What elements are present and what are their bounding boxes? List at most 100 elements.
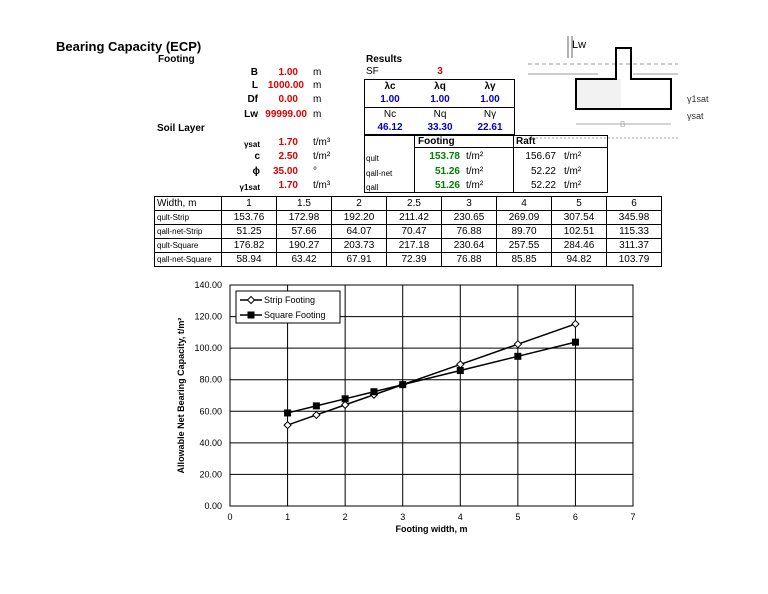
result-unit: t/m²: [564, 166, 582, 177]
legend-marker: [247, 311, 255, 319]
data-point: [571, 319, 580, 329]
table-cell: 63.42: [276, 252, 332, 267]
result-raft-value: 52.22: [530, 166, 556, 177]
factors-divider: [364, 107, 515, 108]
width-cell: 3: [441, 196, 497, 211]
data-point: [571, 338, 579, 346]
data-point: [370, 388, 378, 396]
soil-unit: t/m³: [313, 180, 331, 191]
legend-label: Strip Footing: [264, 295, 315, 305]
y-tick-label: 100.00: [194, 343, 222, 353]
footing-section-label: Footing: [158, 54, 195, 65]
lambda-c-value: 1.00: [380, 94, 400, 105]
table-cell: 211.42: [386, 210, 442, 225]
bearing-capacity-chart: 0 1 2 3 4 5 6 7 0.00 20.00 40.00 60.00 80.00 100.00 1…: [176, 280, 636, 534]
data-point: [312, 402, 320, 410]
series-line: [287, 341, 576, 414]
x-axis-label: Footing width, m: [396, 524, 468, 534]
table-cell: 190.27: [276, 238, 332, 253]
footing-hatch: [576, 79, 621, 109]
data-point: [283, 420, 292, 430]
ngamma-value: 22.61: [477, 122, 503, 133]
row-label: qall-net-Strip: [154, 224, 222, 239]
input-unit: m: [313, 109, 322, 120]
b-label: B: [620, 120, 625, 129]
legend-label: Square Footing: [264, 310, 326, 320]
row-label: qult-Strip: [154, 210, 222, 225]
data-point: [514, 352, 522, 360]
table-cell: 115.33: [606, 224, 662, 239]
x-tick-label: 5: [515, 512, 520, 522]
table-cell: 192.20: [331, 210, 387, 225]
data-point: [341, 395, 349, 403]
data-point: [284, 409, 292, 417]
input-symbol: B: [250, 67, 258, 78]
soil-unit: °: [313, 166, 317, 177]
y-axis-ticks: 0.00 20.00 40.00 60.00 80.00 100.00 120.00 140.…: [194, 280, 222, 511]
table-cell: 70.47: [386, 224, 442, 239]
sf-label: SF: [366, 66, 379, 77]
soil-unit: t/m³: [313, 137, 331, 148]
lw-label: Lw: [572, 39, 586, 51]
lambda-gamma-label: λγ: [484, 81, 496, 92]
data-point: [340, 400, 350, 410]
table-cell: 284.46: [551, 238, 607, 253]
input-value[interactable]: 0.00: [278, 94, 298, 105]
nq-label: Nq: [433, 109, 447, 120]
x-tick-label: 1: [285, 512, 290, 522]
table-cell: 230.64: [441, 238, 497, 253]
table-cell: 307.54: [551, 210, 607, 225]
table-row: Width, m 1 1.5 2 2.5 3 4 5 6: [154, 196, 662, 211]
soil-symbol: c: [254, 151, 260, 162]
result-row-label: qult: [366, 154, 379, 163]
chart-series: [283, 319, 580, 430]
soil-value[interactable]: 1.70: [278, 180, 298, 191]
table-cell: 176.82: [221, 238, 277, 253]
width-cell: 2: [331, 196, 387, 211]
x-tick-label: 2: [343, 512, 348, 522]
table-cell: 89.70: [496, 224, 552, 239]
result-row-label: qall-net: [366, 169, 393, 178]
soil-layer-label: Soil Layer: [157, 123, 205, 134]
input-value[interactable]: 99999.00: [265, 109, 307, 120]
input-value[interactable]: 1000.00: [267, 80, 304, 91]
y-tick-label: 120.00: [194, 312, 222, 322]
soil-value[interactable]: 35.00: [272, 166, 298, 177]
soil-value[interactable]: 1.70: [278, 137, 298, 148]
table-row: qall-net-Square 58.94 63.42 67.91 72.39 …: [154, 252, 662, 267]
input-value[interactable]: 1.00: [278, 67, 298, 78]
table-cell: 94.82: [551, 252, 607, 267]
y-tick-label: 80.00: [199, 375, 222, 385]
x-axis-ticks: 0 1 2 3 4 5 6 7: [227, 512, 635, 522]
footing-header: Footing: [418, 136, 455, 147]
lambda-c-label: λc: [384, 81, 396, 92]
table-row: qult-Strip 153.76 172.98 192.20 211.42 2…: [154, 210, 662, 225]
x-tick-label: 6: [573, 512, 578, 522]
result-raft-value: 52.22: [530, 180, 556, 191]
lambda-gamma-value: 1.00: [480, 94, 500, 105]
results-header-line: [414, 147, 608, 148]
table-cell: 230.65: [441, 210, 497, 225]
table-cell: 72.39: [386, 252, 442, 267]
width-cell: 4: [496, 196, 552, 211]
nq-value: 33.30: [427, 122, 453, 133]
y-tick-label: 60.00: [199, 406, 222, 416]
soil-symbol: ϕ: [252, 166, 261, 177]
footing-outline: [575, 47, 672, 110]
width-cell: 1: [221, 196, 277, 211]
soil-value[interactable]: 2.50: [278, 151, 298, 162]
row-label: qall-net-Square: [154, 252, 222, 267]
results-divider: [414, 135, 415, 193]
table-header-label: Width, m: [154, 196, 222, 211]
y-axis-label: Allowable Net Bearing Capacity, t/m²: [176, 318, 186, 474]
table-cell: 102.51: [551, 224, 607, 239]
x-tick-label: 4: [458, 512, 463, 522]
input-unit: m: [313, 94, 322, 105]
chart-legend: Strip Footing Square Footing: [235, 290, 341, 324]
results-divider: [513, 135, 514, 193]
table-cell: 51.25: [221, 224, 277, 239]
width-cell: 6: [606, 196, 662, 211]
gamma-sat-label: γsat: [687, 111, 704, 121]
result-unit: t/m²: [466, 151, 484, 162]
table-cell: 217.18: [386, 238, 442, 253]
